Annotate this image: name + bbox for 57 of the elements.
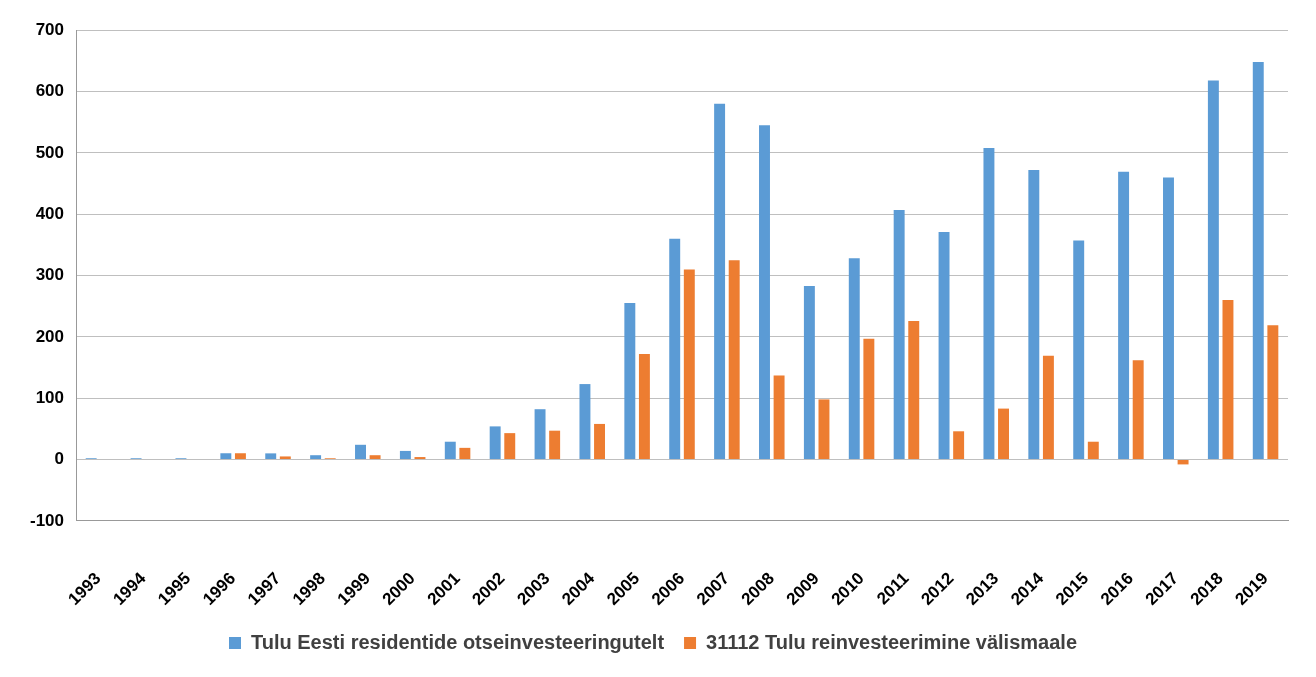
bar [1087,441,1099,459]
bar [714,103,726,459]
bar [1132,360,1144,459]
bar [1028,170,1040,459]
bar [728,260,740,459]
bar [669,238,681,459]
bar [534,409,546,459]
y-tick-label: 200 [35,326,65,346]
bar [220,453,232,459]
bar [773,375,785,459]
bar [504,433,516,459]
bar [369,455,381,459]
bar [1042,355,1054,459]
bar [1118,171,1130,459]
bar [1267,325,1279,459]
bar [279,456,291,459]
bar [265,453,277,459]
bar [998,408,1009,459]
bar [549,430,561,459]
bar [1222,300,1234,459]
legend-label: Tulu Eesti residentide otseinvesteeringutelt [250,630,665,653]
bar [310,455,322,459]
bar [759,125,770,459]
bar [938,231,950,459]
y-tick-label: -100 [29,510,65,530]
legend-label: 31112 Tulu reinvesteerimine välismaale [706,630,1078,653]
bar [818,399,830,459]
bar [399,450,411,459]
y-tick-label: 700 [35,19,65,39]
bar [579,384,591,459]
bar [459,447,471,459]
bar [594,423,605,459]
y-tick-label: 500 [35,142,65,162]
y-tick-label: 100 [35,387,65,407]
y-tick-label: 600 [35,81,65,101]
bar [1163,177,1174,459]
bar [1177,460,1189,465]
bar [863,338,875,459]
y-tick-label: 300 [35,265,65,285]
bar [683,269,695,459]
bar [893,209,905,459]
bar [908,320,920,459]
bar [355,444,366,459]
bar [489,426,501,459]
bar [1073,240,1085,459]
bar [444,441,456,459]
bar [848,258,860,459]
y-tick-label: 400 [35,203,65,223]
bar [624,303,636,459]
bar [983,147,995,459]
bar [234,453,246,459]
bar [1207,80,1219,459]
y-tick-label: 0 [54,449,65,469]
bar [638,354,650,459]
bar [953,431,965,459]
bar [1252,62,1264,459]
bar [803,285,815,459]
